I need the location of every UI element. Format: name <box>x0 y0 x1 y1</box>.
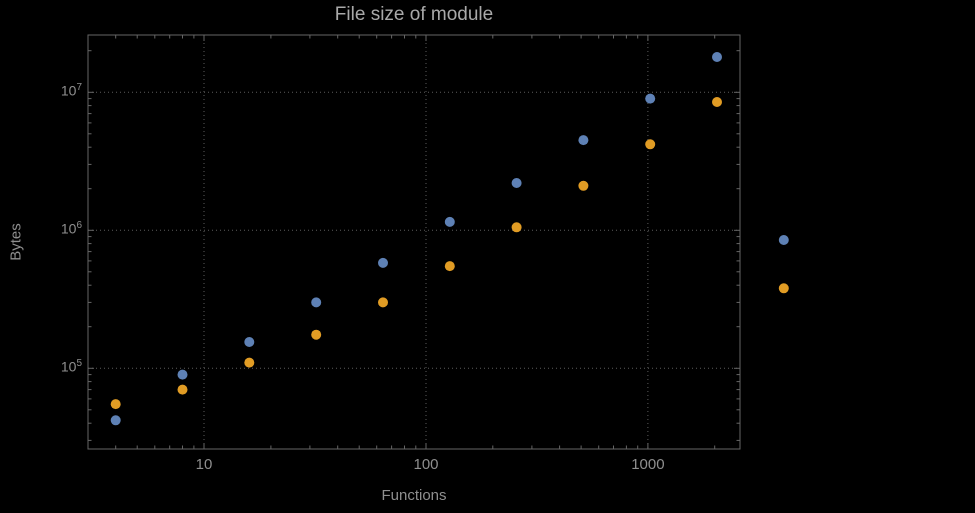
data-point <box>511 178 522 188</box>
data-point <box>378 257 388 268</box>
data-point <box>712 52 722 62</box>
x-tick-label: 10 <box>195 456 213 473</box>
data-point <box>645 93 656 104</box>
chart-title: File size of module <box>334 4 494 25</box>
data-point <box>578 135 589 146</box>
data-point <box>177 369 188 380</box>
data-point <box>444 216 455 227</box>
data-point <box>511 222 522 233</box>
data-point <box>444 261 455 272</box>
data-point <box>244 337 255 347</box>
data-point <box>177 384 188 395</box>
data-point <box>311 297 322 308</box>
x-tick-label: 1000 <box>631 456 665 473</box>
data-point <box>110 399 121 410</box>
data-point <box>110 415 121 426</box>
data-point <box>378 297 388 308</box>
y-axis-label: Bytes <box>7 223 25 261</box>
y-tick-label: 105 <box>60 358 82 375</box>
y-tick-label: 106 <box>60 220 82 237</box>
data-point <box>311 329 322 340</box>
data-point <box>778 235 789 245</box>
x-tick-label: 100 <box>413 456 439 473</box>
y-tick-label: 107 <box>60 82 82 99</box>
data-point <box>712 97 722 107</box>
data-point <box>578 180 589 191</box>
x-axis-label: Functions <box>381 487 447 504</box>
plot-frame <box>87 34 741 450</box>
data-point <box>778 283 789 294</box>
data-point <box>645 139 656 150</box>
data-point <box>244 357 255 368</box>
